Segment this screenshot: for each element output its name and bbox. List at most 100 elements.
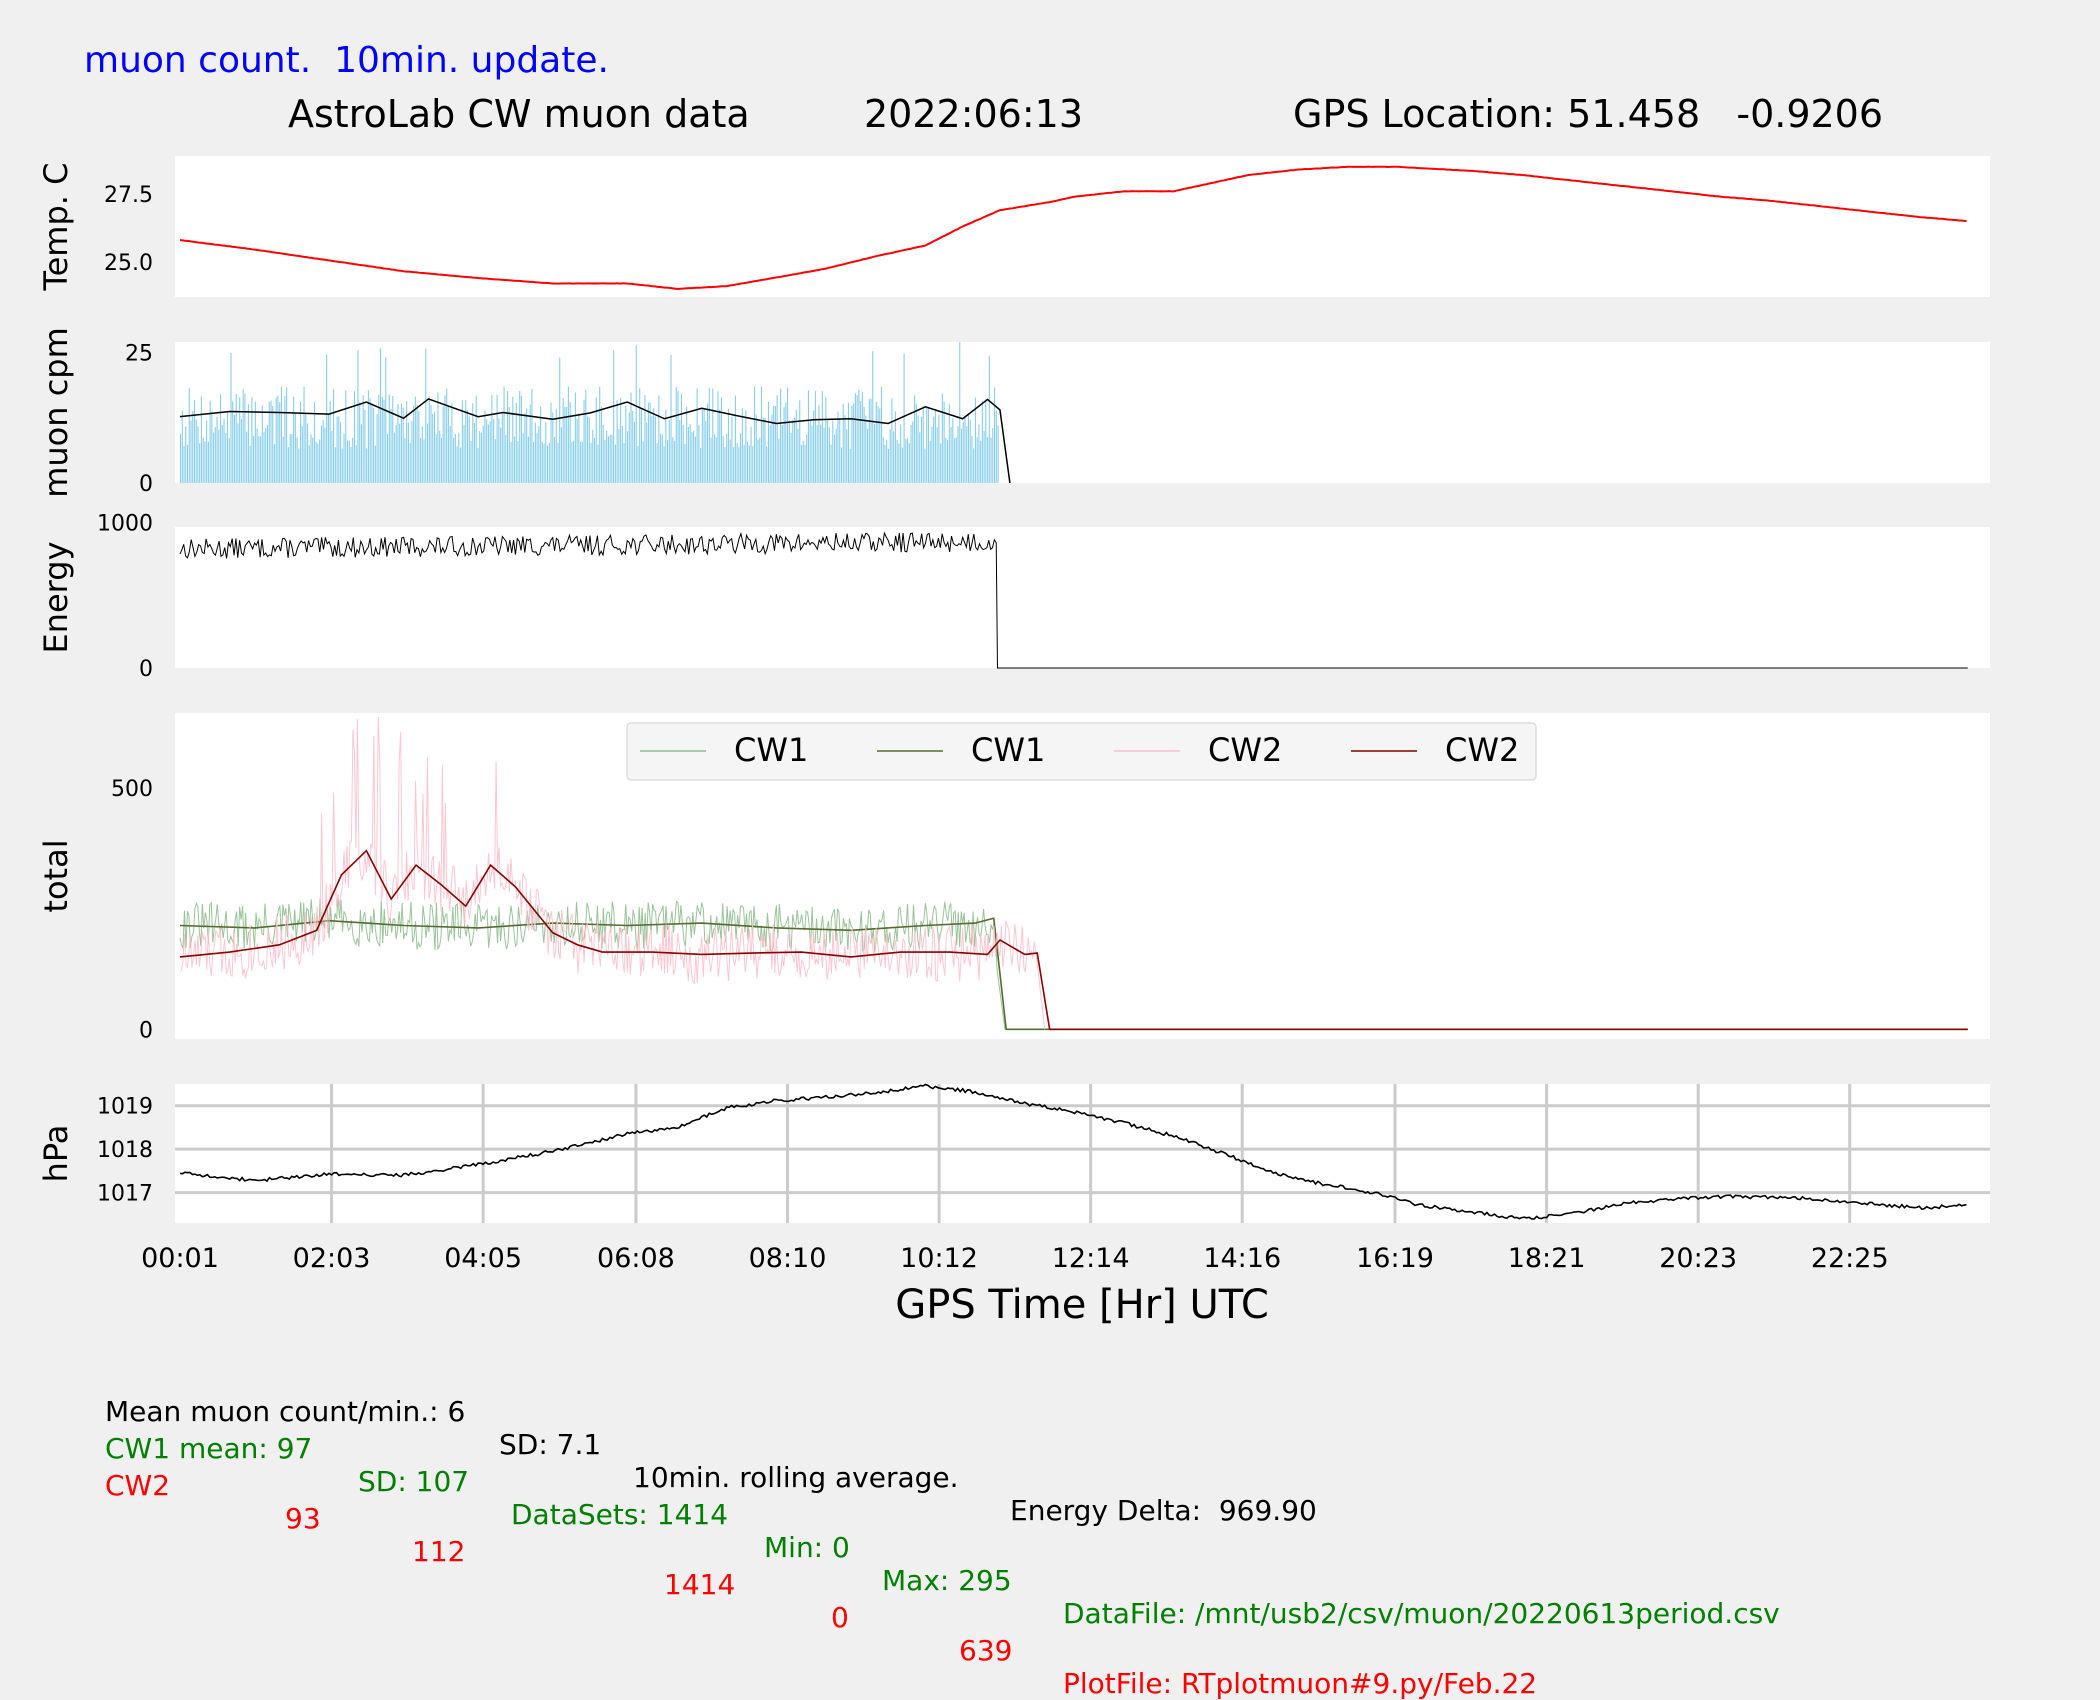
muon-cpm-bar (727, 408, 729, 483)
muon-cpm-bar (915, 403, 917, 483)
muon-cpm-bar (877, 406, 879, 483)
muon-cpm-bar (783, 407, 785, 483)
muon-cpm-bar (279, 402, 281, 483)
muon-cpm-bar (750, 426, 752, 483)
muon-cpm-bar (653, 408, 655, 483)
muon-cpm-bar (418, 410, 420, 483)
muon-cpm-bar (416, 404, 418, 483)
muon-cpm-bar (917, 415, 919, 483)
muon-cpm-bar (373, 407, 375, 483)
muon-cpm-bar (340, 422, 342, 483)
muon-cpm-bar (743, 444, 745, 483)
muon-cpm-bar (769, 425, 771, 483)
cw1-max-text: Max: 295 (882, 1564, 1012, 1597)
muon-cpm-bar (689, 424, 691, 483)
muon-cpm-bar (268, 402, 270, 483)
energy-line (179, 531, 1968, 669)
y-tick-label: 1000 (97, 512, 153, 537)
muon-cpm-bar (463, 424, 465, 483)
y-axis-label: Energy (37, 541, 75, 653)
muon-cpm-bar (613, 350, 615, 483)
muon-cpm-bar (748, 445, 750, 483)
muon-cpm-bar (380, 348, 382, 483)
muon-cpm-bar (253, 435, 255, 483)
charts-canvas: 25.0 27.5 Temp. C 0 25 muon cpm 0 1000 Energy 0 50… (37, 156, 1990, 1328)
muon-cpm-bar (413, 405, 415, 483)
muon-cpm-bar (223, 418, 225, 483)
rolling-average-text: 10min. rolling average. (633, 1461, 959, 1494)
muon-cpm-bar (830, 444, 832, 483)
muon-cpm-bar (494, 439, 496, 483)
muon-cpm-bar (745, 410, 747, 483)
muon-cpm-bar (320, 425, 322, 483)
muon-cpm-bar (440, 437, 442, 483)
muon-cpm-bar (847, 402, 849, 483)
muon-cpm-bar (884, 444, 886, 483)
legend-label: CW1 (734, 731, 808, 769)
muon-cpm-bar (680, 393, 683, 483)
muon-cpm-bar (713, 434, 716, 483)
muon-cpm-bar (317, 443, 319, 483)
muon-cpm-bar (569, 402, 571, 483)
muon-cpm-bar (273, 444, 276, 483)
muon-cpm-bar (355, 445, 357, 483)
muon-cpm-bar (460, 447, 462, 483)
muon-cpm-bar (559, 357, 561, 483)
muon-cpm-bar (319, 439, 321, 483)
muon-cpm-bar (529, 404, 531, 483)
muon-cpm-bar (625, 405, 627, 483)
muon-cpm-bar (390, 408, 392, 483)
muon-cpm-bar (840, 447, 843, 483)
muon-cpm-bar (707, 403, 709, 483)
legend-label: CW1 (971, 731, 1045, 769)
muon-cpm-bar (185, 426, 187, 483)
muon-cpm-bar (366, 448, 368, 483)
muon-cpm-bar (512, 396, 514, 483)
muon-cpm-bar (941, 393, 943, 483)
muon-cpm-bar (823, 427, 825, 483)
muon-cpm-bar (465, 399, 467, 483)
muon-cpm-bar (214, 426, 216, 483)
muon-cpm-bar (821, 391, 823, 483)
muon-cpm-bar (757, 439, 759, 483)
muon-cpm-bar (590, 442, 592, 483)
muon-cpm-bar (287, 447, 289, 483)
gps-location: GPS Location: 51.458 -0.9206 (1293, 92, 1884, 136)
y-axis-label: hPa (37, 1125, 75, 1183)
muon-cpm-bar (333, 389, 335, 483)
muon-cpm-bar (719, 409, 721, 483)
muon-cpm-bar (667, 440, 669, 483)
muon-cpm-bar (760, 386, 763, 483)
muon-cpm-bar (235, 393, 237, 483)
cw1-sd-text: SD: 107 (358, 1465, 470, 1498)
muon-cpm-bar (907, 438, 909, 483)
muon-cpm-bar (701, 408, 703, 483)
muon-cpm-bar (879, 408, 881, 483)
muon-cpm-bar (517, 441, 519, 483)
muon-cpm-bar (479, 431, 481, 483)
muon-cpm-bar (204, 441, 206, 483)
x-tick-label: 16:19 (1356, 1243, 1434, 1274)
muon-cpm-bar (261, 405, 263, 483)
muon-cpm-bar (863, 406, 865, 483)
muon-cpm-bar (948, 404, 950, 483)
muon-cpm-bar (913, 395, 916, 483)
muon-cpm-bar (313, 402, 316, 483)
muon-cpm-bar (444, 395, 446, 483)
muon-cpm-bar (480, 432, 482, 483)
cw2-sd-text: 112 (412, 1535, 466, 1568)
panel-energy: 0 1000 Energy (37, 512, 1990, 682)
muon-cpm-bar (955, 437, 957, 483)
muon-cpm-bar (774, 406, 776, 483)
datafile-text: DataFile: /mnt/usb2/csv/muon/20220613per… (1063, 1597, 1780, 1630)
muon-cpm-bar (334, 447, 336, 483)
muon-cpm-bar (331, 430, 333, 483)
muon-cpm-bar (910, 424, 912, 483)
muon-cpm-bar (740, 433, 742, 483)
muon-cpm-bar (799, 400, 801, 483)
muon-cpm-bar (254, 401, 256, 483)
muon-cpm-bar (506, 391, 509, 483)
muon-cpm-bar (614, 444, 616, 483)
muon-cpm-bar (510, 441, 512, 483)
muon-cpm-bar (433, 411, 436, 483)
